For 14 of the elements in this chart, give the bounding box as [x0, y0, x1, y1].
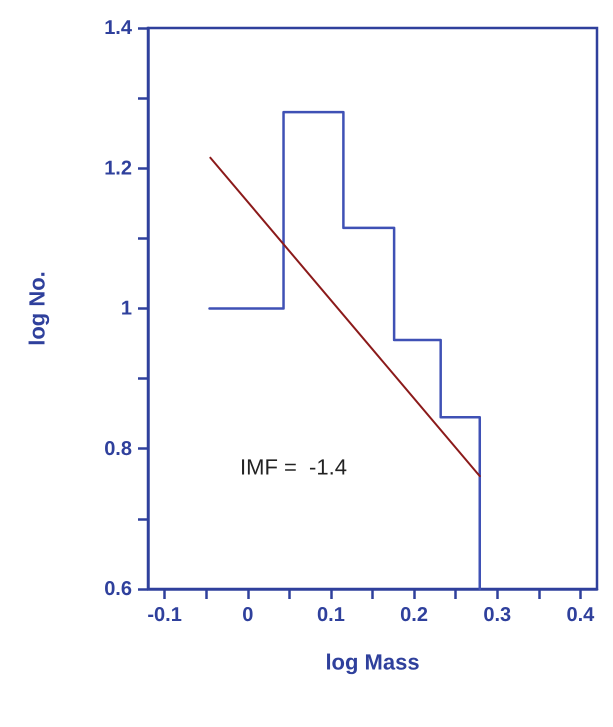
- y-tick-label: 0.8: [104, 438, 132, 460]
- y-tick-label: 1: [120, 298, 132, 320]
- x-tick-label: 0.1: [317, 604, 345, 626]
- x-tick-label: -0.1: [147, 604, 182, 626]
- x-tick-label: 0.4: [566, 604, 596, 626]
- y-tick-label: 1.2: [104, 157, 132, 180]
- annotation: IMF = -1.4: [240, 454, 347, 480]
- x-tick-label: 0.3: [483, 604, 512, 626]
- x-tick-label: 0.2: [400, 604, 428, 626]
- y-tick-label: 1.4: [104, 17, 133, 39]
- y-tick-label: 0.6: [104, 578, 132, 600]
- x-axis-title: log Mass: [325, 650, 420, 674]
- y-axis-title: log No.: [24, 271, 50, 346]
- x-tick-label: 0: [242, 604, 254, 626]
